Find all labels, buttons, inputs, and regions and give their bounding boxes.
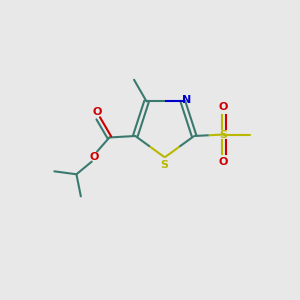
Text: O: O <box>90 152 99 162</box>
Text: S: S <box>161 160 169 170</box>
Text: O: O <box>92 107 101 117</box>
Text: O: O <box>219 102 228 112</box>
Text: N: N <box>182 95 191 105</box>
Text: O: O <box>219 157 228 166</box>
Text: S: S <box>220 130 228 140</box>
